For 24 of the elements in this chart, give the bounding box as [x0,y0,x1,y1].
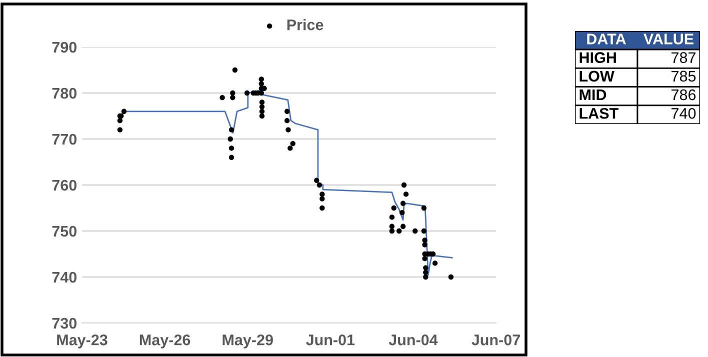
data-label: 787 [672,52,696,63]
y-tick-label: 770 [52,134,77,145]
category-label: LOW [580,70,614,82]
data-label: 740 [672,108,696,119]
y-tick-label: 790 [52,42,77,53]
x-tick-label: May-29 [222,334,273,348]
x-tick-label: May-23 [57,334,108,348]
text: VALUE [644,34,694,44]
category-label: LAST [580,108,618,119]
data-label: 785 [672,70,696,82]
text: DATA [587,34,626,44]
y-tick-label: 740 [52,272,77,283]
y-tick-label: 750 [52,226,77,237]
y-tick-label: 760 [52,180,77,191]
legend-label: Price [287,19,324,30]
y-tick-label: 780 [52,88,77,99]
data-label: 786 [672,89,696,100]
x-tick-label: Jun-01 [306,334,355,346]
y-tick-label: 730 [52,318,77,329]
x-tick-label: Jun-07 [472,334,520,346]
category-label: MID [580,90,606,100]
category-label: HIGH [580,52,616,63]
x-tick-label: Jun-04 [388,334,438,346]
x-tick-label: May-26 [140,334,190,348]
